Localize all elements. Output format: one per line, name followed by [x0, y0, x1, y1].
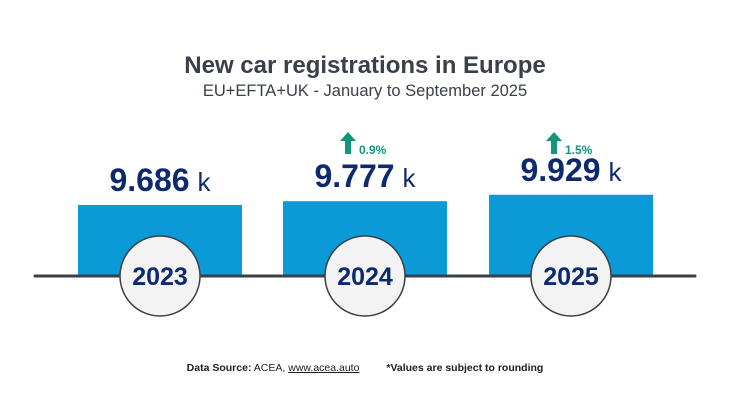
source-label: Data Source: [186, 362, 252, 374]
source-text: ACEA, [253, 362, 289, 374]
up-arrow-icon [546, 132, 562, 154]
year-circle-2025 [530, 235, 612, 317]
up-arrow-icon [340, 132, 356, 154]
value-label-2024: 9.777 k [314, 158, 416, 194]
value-label-2023: 9.686 k [109, 162, 211, 198]
source-link[interactable]: www.acea.auto [288, 362, 360, 374]
tick-label-2024: 2024 [337, 263, 393, 291]
tick-label-2025: 2025 [543, 263, 599, 291]
year-circle-2024 [324, 235, 406, 317]
rounding-note: *Values are subject to rounding [386, 362, 544, 374]
change-label-2024: 0.9% [359, 143, 387, 157]
value-label-2025: 9.929 k [520, 152, 622, 188]
chart-title: New car registrations in Europe [184, 52, 546, 79]
tick-label-2023: 2023 [132, 263, 188, 291]
chart-subtitle: EU+EFTA+UK - January to September 2025 [202, 82, 528, 100]
change-label-2025: 1.5% [565, 143, 593, 157]
year-circle-2023 [119, 235, 201, 317]
footer: Data Source: ACEA, www.acea.auto *Values… [0, 362, 730, 374]
